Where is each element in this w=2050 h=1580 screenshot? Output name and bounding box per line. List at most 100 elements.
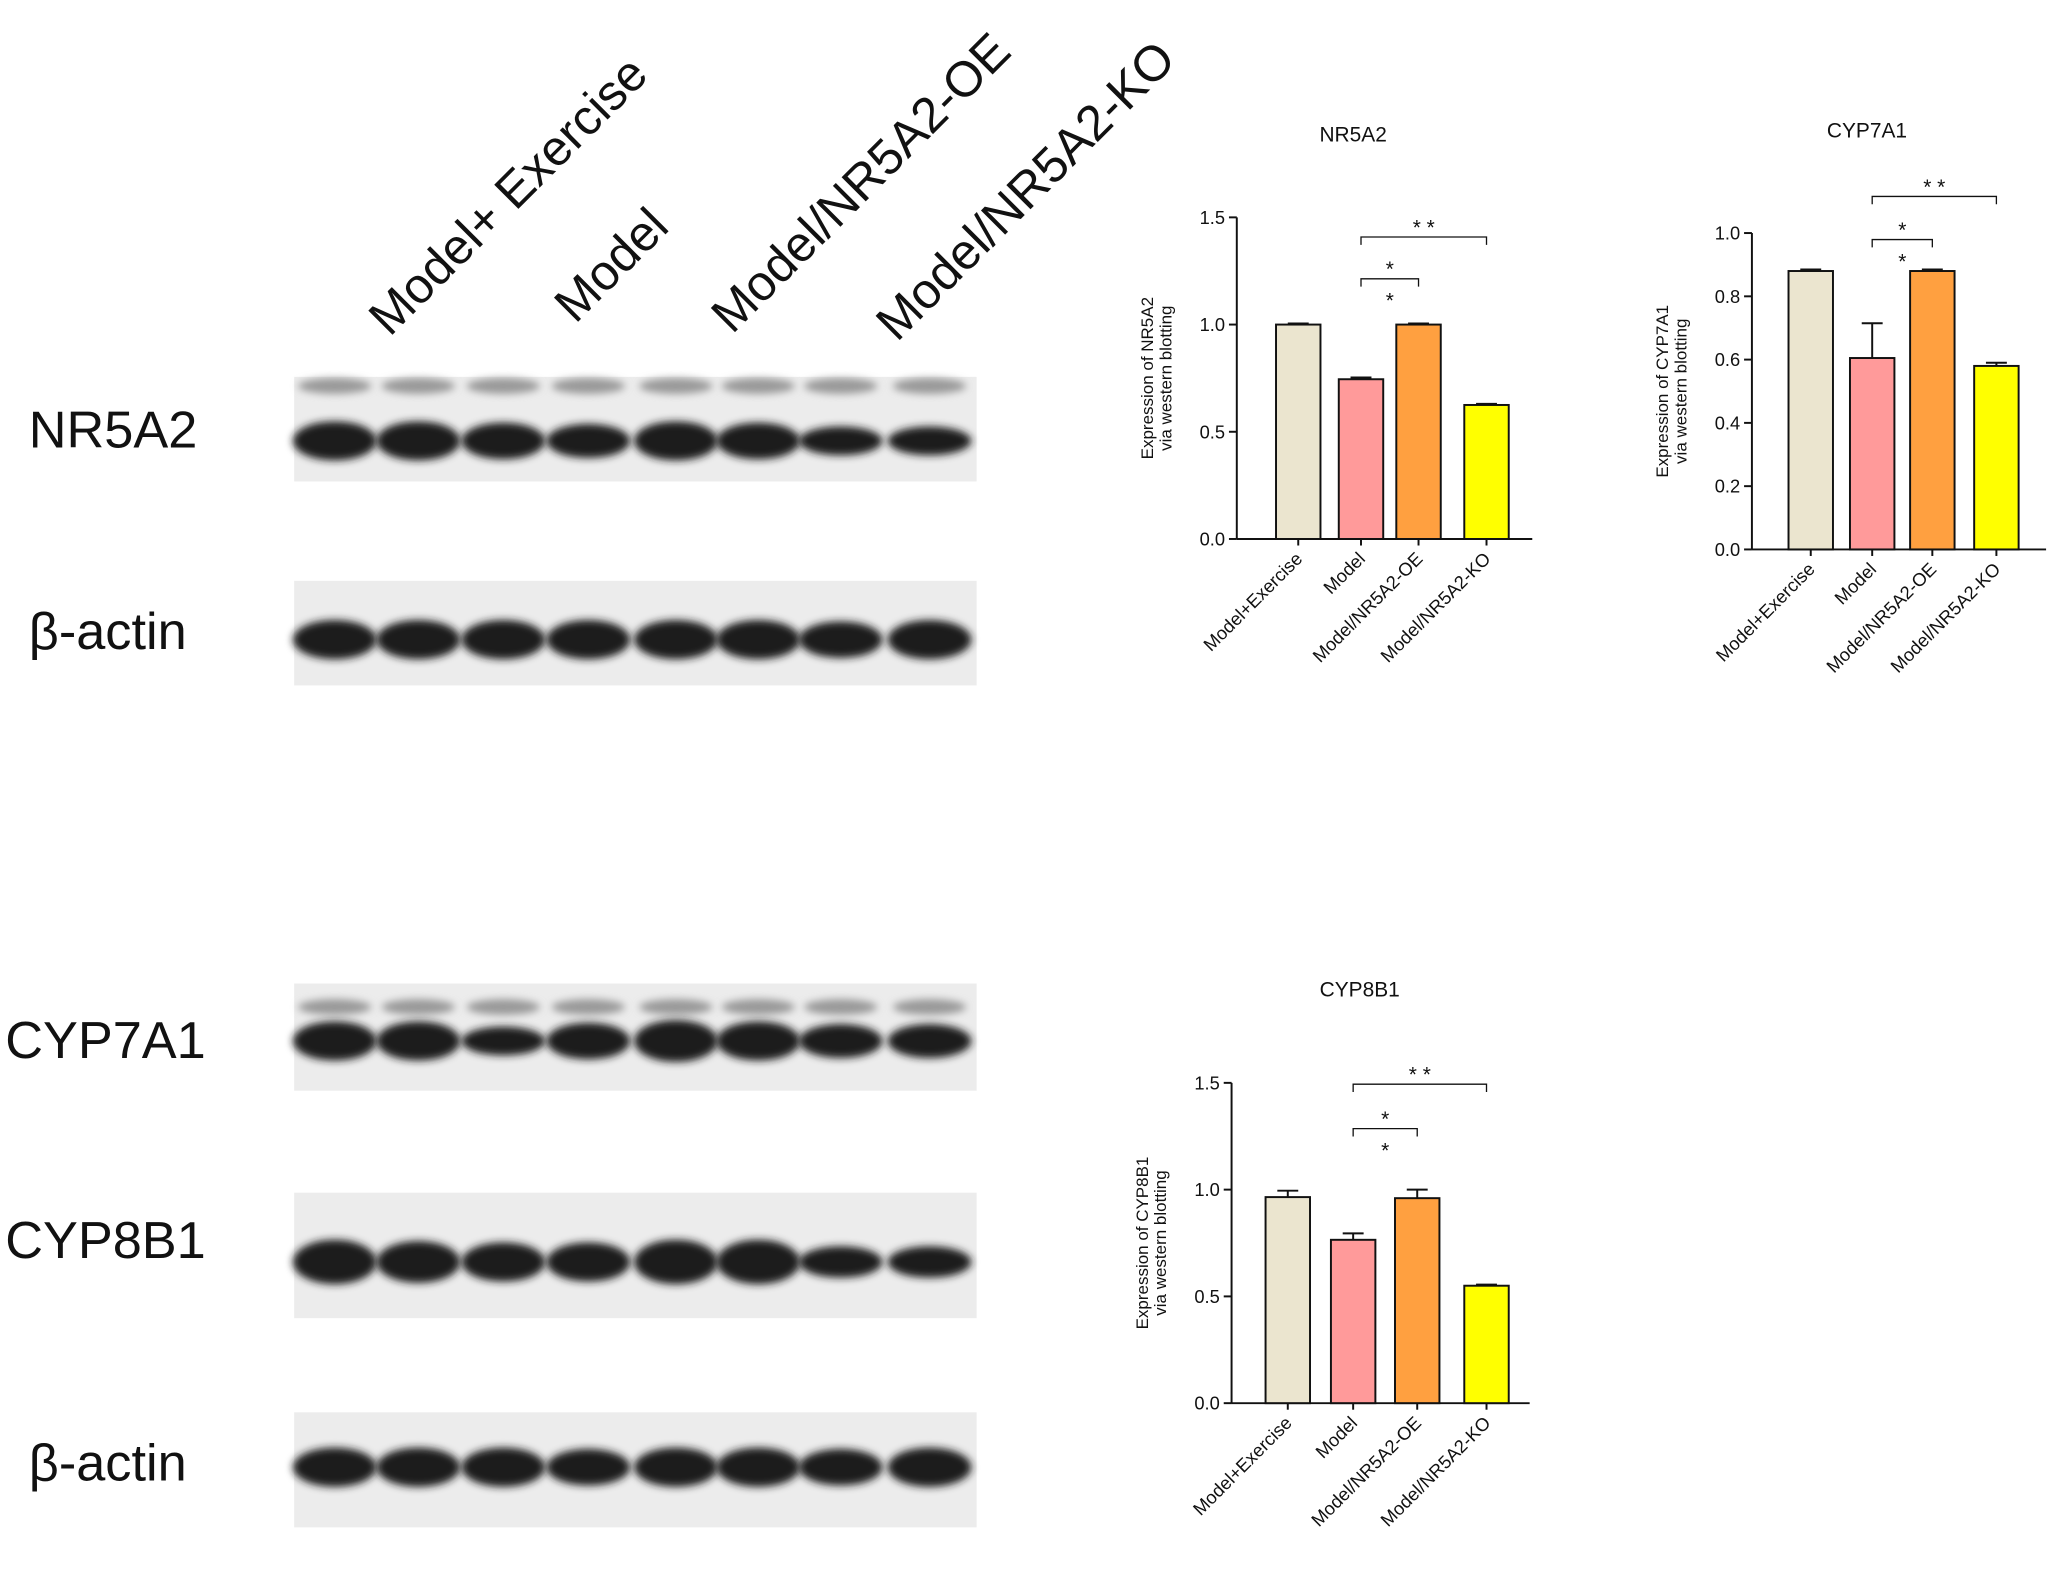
y-tick-label: 1.0 [1200,314,1225,335]
y-tick-label: 1.5 [1194,1072,1219,1093]
blot-band [461,422,546,460]
blot-band-faint [721,999,795,1015]
significance-bracket [1352,1083,1488,1093]
bar [1463,1284,1510,1405]
y-axis-label: Expression of CYP7A1 [1653,305,1672,478]
blot-band [376,1021,461,1061]
significance-mark: * * [1923,176,1945,199]
blot-row-label: CYP8B1 [5,1212,206,1270]
blot-band [634,1020,718,1062]
bar [1909,270,1956,551]
blot-band-faint [804,999,878,1015]
y-tick-label: 0.2 [1715,476,1740,497]
blot-band [716,1447,801,1487]
blot-band [887,1447,972,1487]
blot-row-label: NR5A2 [29,401,198,459]
lane-label: Model/NR5A2-OE [700,22,1021,343]
blot-band [376,1241,461,1283]
blot-band [887,426,972,456]
chart-title: NR5A2 [1319,124,1386,147]
y-axis-label: via western blotting [1151,1170,1170,1315]
significance-mark: * [1386,290,1394,313]
bar [1848,357,1896,551]
bar [1463,403,1510,540]
blot-band-faint [892,999,967,1015]
significance-mark: * * [1409,1064,1431,1087]
blot-band-faint [639,378,713,394]
blot-band [546,1242,631,1282]
y-axis-label: via western blotting [1672,319,1691,464]
error-bar [1408,322,1429,325]
blot-band-faint [298,378,372,394]
y-tick-label: 0.8 [1715,286,1740,307]
blot-band [546,620,631,660]
error-bar [1350,376,1372,380]
y-axis-label: Expression of NR5A2 [1138,297,1157,459]
x-tick-label: Model+Exercise [1189,1412,1296,1519]
error-bar [1476,1283,1497,1286]
error-bar [1921,268,1943,272]
blot-band [634,421,718,461]
blot-band-faint [892,378,967,394]
blot-band [376,1447,461,1487]
chart-title: CYP7A1 [1827,120,1907,143]
blot-band [292,620,377,660]
error-bar [1476,402,1497,405]
y-axis-label: Expression of CYP8B1 [1133,1157,1152,1330]
x-tick-label: Model+Exercise [1199,548,1306,655]
y-axis-label: via western blotting [1156,305,1175,450]
blot-band [798,426,883,456]
blot-band [546,1448,631,1486]
blot-band-faint [804,378,878,394]
blot-band [461,1026,546,1056]
blot-band [634,1447,718,1487]
error-bar [1277,1189,1299,1198]
blot-band [292,1447,377,1487]
error-bar [1800,268,1822,272]
chart-title: CYP8B1 [1320,979,1400,1002]
blot-band [634,1239,718,1285]
blot-row-label: β-actin [29,1434,187,1492]
bar [1394,1197,1441,1405]
blot-band [461,620,546,660]
y-tick-label: 0.6 [1715,349,1740,370]
bar [1787,270,1834,551]
y-tick-label: 1.0 [1194,1179,1219,1200]
bar [1395,323,1442,540]
y-tick-label: 0.0 [1715,539,1740,560]
blot-band [798,1024,883,1059]
blot-band [887,1246,972,1278]
blot-band-faint [466,999,540,1015]
blot-band [292,1021,377,1061]
bar [1264,1196,1311,1405]
blot-band [798,1246,883,1278]
x-tick-label: Model+Exercise [1712,558,1819,665]
blot-band [798,1448,883,1486]
significance-mark: * [1386,258,1394,281]
x-tick-label: Model [1319,548,1369,598]
error-bar [1342,1232,1364,1240]
blot-band [798,621,883,658]
blot-row-label: CYP7A1 [5,1012,206,1070]
x-tick-label: Model/NR5A2-OE [1308,548,1426,666]
blot-band [461,1447,546,1487]
significance-bracket [1352,1127,1418,1137]
significance-mark: * [1381,1139,1389,1162]
blot-band [292,421,377,461]
y-tick-label: 1.0 [1715,223,1740,244]
blot-band [887,1024,972,1059]
blot-band-faint [381,378,455,394]
blot-band-faint [551,999,625,1015]
bar [1973,364,2020,551]
significance-bracket [1871,195,1998,205]
blot-band [376,421,461,461]
blot-band-faint [551,378,625,394]
significance-mark: * [1381,1108,1389,1131]
blot-band [546,1022,631,1060]
significance-bracket [1360,278,1420,287]
blot-band-faint [639,999,713,1015]
significance-bracket [1360,236,1488,245]
y-tick-label: 0.5 [1200,421,1225,442]
